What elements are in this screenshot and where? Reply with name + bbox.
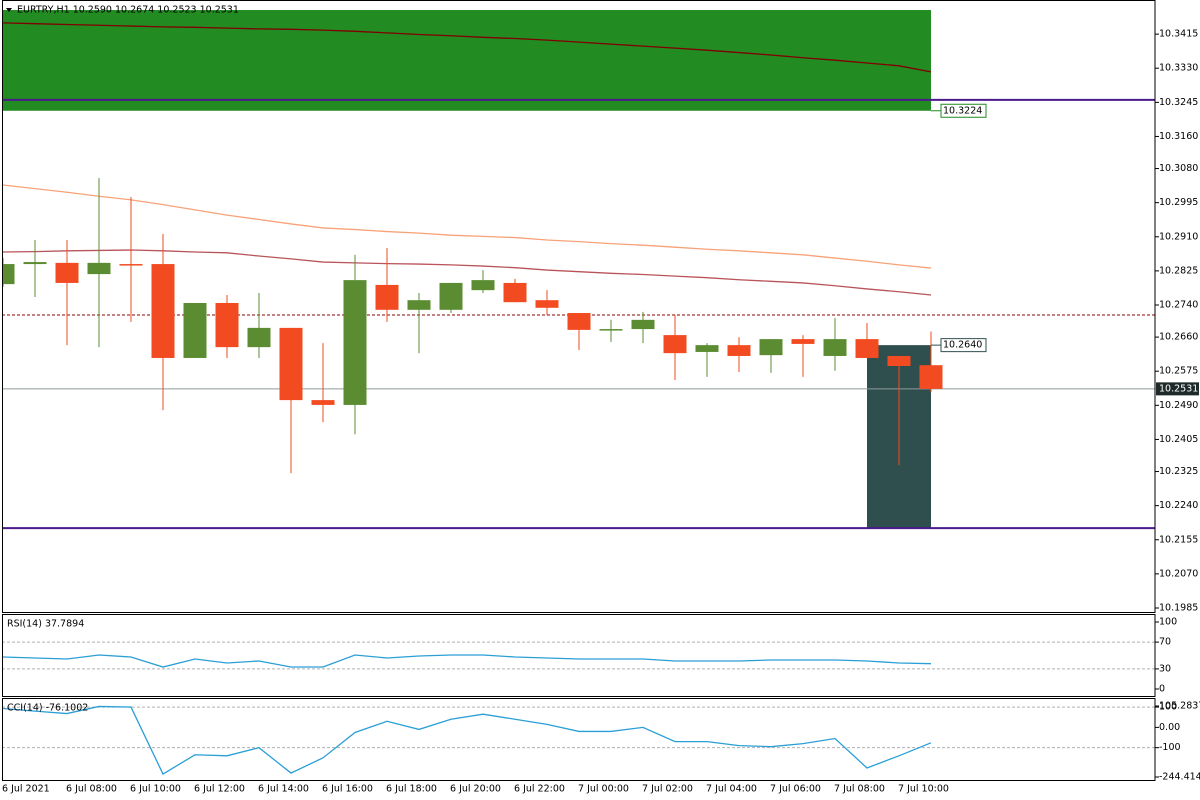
x-tick-label: 7 Jul 00:00 bbox=[578, 784, 629, 795]
bid-tag-box bbox=[1156, 382, 1199, 396]
price-frame bbox=[2, 0, 1156, 613]
candle-body bbox=[759, 339, 783, 356]
zone-tag-box bbox=[940, 103, 987, 118]
candle-body bbox=[471, 280, 495, 291]
y-tick-label: -244.4147 bbox=[1159, 772, 1200, 783]
x-tick-label: 6 Jul 12:00 bbox=[194, 784, 245, 795]
y-tick-label: 10.2575 bbox=[1159, 366, 1198, 377]
rsi-title: RSI(14) 37.7894 bbox=[7, 619, 84, 630]
y-tick-label: 10.3245 bbox=[1159, 97, 1198, 108]
candle-body bbox=[919, 365, 943, 389]
y-tick-label: 10.1985 bbox=[1159, 602, 1198, 613]
x-tick-label: 6 Jul 20:00 bbox=[450, 784, 501, 795]
zone-tag-box bbox=[940, 338, 987, 353]
candle-body bbox=[631, 319, 655, 330]
candle-body bbox=[887, 355, 911, 366]
y-tick-label: -100 bbox=[1159, 742, 1181, 753]
x-tick-label: 6 Jul 22:00 bbox=[514, 784, 565, 795]
candle-body bbox=[503, 282, 527, 303]
candle-body bbox=[119, 264, 143, 266]
y-tick-label: 10.2070 bbox=[1159, 568, 1198, 579]
y-tick-label: 10.3160 bbox=[1159, 131, 1198, 142]
zone bbox=[3, 10, 931, 111]
y-tick-label: 10.2155 bbox=[1159, 534, 1198, 545]
candle-body bbox=[183, 302, 207, 358]
y-tick-label: 105.2837 bbox=[1159, 701, 1200, 712]
candle-body bbox=[599, 329, 623, 331]
candle-body bbox=[823, 339, 847, 356]
y-tick-label: 10.2995 bbox=[1159, 197, 1198, 208]
moving-average bbox=[2, 249, 932, 296]
x-tick-label: 7 Jul 06:00 bbox=[770, 784, 821, 795]
indicator-line bbox=[2, 654, 932, 668]
candle-body bbox=[407, 300, 431, 310]
rsi-panel bbox=[2, 641, 1155, 670]
x-tick-label: 7 Jul 04:00 bbox=[706, 784, 757, 795]
moving-average bbox=[2, 184, 932, 269]
candle-body bbox=[855, 339, 879, 358]
y-tick-label: 10.2825 bbox=[1159, 265, 1198, 276]
y-tick-label: 10.2660 bbox=[1159, 332, 1198, 343]
y-tick-label: 100 bbox=[1159, 617, 1177, 628]
y-tick-label: 10.2740 bbox=[1159, 299, 1198, 310]
x-tick-label: 7 Jul 10:00 bbox=[898, 784, 949, 795]
x-tick-label: 6 Jul 08:00 bbox=[66, 784, 117, 795]
chart-title: EURTRY,H1 10.2590 10.2674 10.2523 10.253… bbox=[17, 5, 239, 16]
candle-body bbox=[375, 284, 399, 310]
candle-body bbox=[343, 280, 367, 405]
moving-average bbox=[2, 22, 932, 73]
menu-triangle[interactable] bbox=[6, 8, 12, 12]
y-tick-label: 10.2490 bbox=[1159, 400, 1198, 411]
candle-body bbox=[87, 262, 111, 275]
indicator-line bbox=[2, 705, 932, 775]
candle-body bbox=[663, 335, 687, 354]
y-tick-label: 0.00 bbox=[1159, 722, 1180, 733]
y-tick-label: 10.3080 bbox=[1159, 163, 1198, 174]
y-tick-label: 30 bbox=[1159, 663, 1171, 674]
y-tick-label: 70 bbox=[1159, 637, 1171, 648]
rsi-frame bbox=[2, 614, 1156, 697]
x-tick-label: 6 Jul 10:00 bbox=[130, 784, 181, 795]
candle-body bbox=[279, 327, 303, 401]
y-tick-label: 100 bbox=[1159, 702, 1177, 713]
candle-body bbox=[215, 302, 239, 348]
candle-body bbox=[535, 300, 559, 308]
y-tick-label: 0 bbox=[1159, 684, 1165, 695]
candle-body bbox=[791, 339, 815, 344]
x-tick-label: 6 Jul 18:00 bbox=[386, 784, 437, 795]
x-tick-label: 6 Jul 14:00 bbox=[258, 784, 309, 795]
candle-body bbox=[23, 262, 47, 265]
cci-panel bbox=[2, 705, 1155, 775]
y-tick-label: 10.3330 bbox=[1159, 63, 1198, 74]
y-tick-label: 10.2240 bbox=[1159, 500, 1198, 511]
zone-tag-label: 10.2640 bbox=[943, 340, 982, 351]
candle-body bbox=[439, 282, 463, 310]
candle-body bbox=[311, 400, 335, 405]
x-tick-label: 7 Jul 08:00 bbox=[834, 784, 885, 795]
price-panel bbox=[2, 10, 1155, 530]
candle-body bbox=[247, 327, 271, 348]
y-tick-label: 10.2910 bbox=[1159, 231, 1198, 242]
candle-body bbox=[55, 262, 79, 283]
candle-body bbox=[151, 264, 175, 358]
zone-tag-label: 10.3224 bbox=[943, 105, 982, 116]
y-tick-label: 10.2405 bbox=[1159, 434, 1198, 445]
candle-body bbox=[727, 345, 751, 356]
cci-title: CCI(14) -76.1002 bbox=[7, 703, 88, 714]
axes: 10.3415 10.3330 10.3245 10.3160 10.3080 10.29… bbox=[2, 29, 1200, 795]
x-tick-label: 7 Jul 02:00 bbox=[642, 784, 693, 795]
candle-body bbox=[567, 313, 591, 330]
y-tick-label: 10.2325 bbox=[1159, 466, 1198, 477]
candle-body bbox=[695, 345, 719, 352]
bid-tag-label: 10.2531 bbox=[1159, 383, 1198, 394]
x-tick-label: 6 Jul 16:00 bbox=[322, 784, 373, 795]
x-tick-label: 6 Jul 2021 bbox=[2, 784, 50, 795]
candle-body bbox=[2, 264, 15, 285]
cci-frame bbox=[2, 698, 1156, 781]
y-tick-label: 10.3415 bbox=[1159, 29, 1198, 40]
